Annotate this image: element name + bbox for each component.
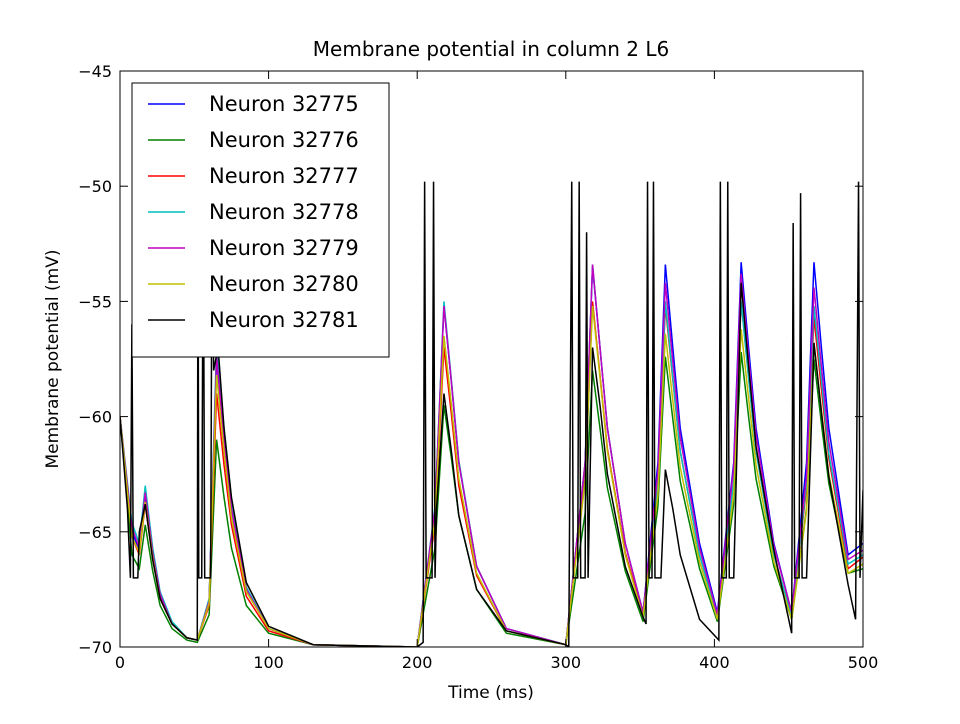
y-axis-label: Membrane potential (mV)	[43, 250, 63, 469]
axes: 0 100 200 300 400 500 −70 −65 −60 −55 −50 −45	[78, 62, 878, 672]
chart-title: Membrane potential in column 2 L6	[313, 37, 669, 61]
x-tick-label: 500	[848, 653, 879, 672]
x-tick-label: 200	[402, 653, 433, 672]
legend-label: Neuron 32778	[209, 200, 359, 224]
x-tick-label: 0	[115, 653, 125, 672]
y-tick-label: −60	[78, 408, 112, 427]
legend-box	[131, 82, 390, 358]
y-tick-label: −65	[78, 523, 112, 542]
plot-lines	[120, 181, 863, 647]
legend-label: Neuron 32775	[209, 92, 359, 116]
y-tick-label: −70	[78, 638, 112, 657]
x-tick-label: 300	[551, 653, 582, 672]
y-tick-label: −55	[78, 292, 112, 311]
x-tick-label: 400	[699, 653, 730, 672]
x-axis-label: Time (ms)	[447, 683, 534, 703]
legend-label: Neuron 32776	[209, 128, 359, 152]
legend: Neuron 32775 Neuron 32776 Neuron 32777 Neur…	[131, 82, 390, 358]
plot-frame	[119, 70, 864, 648]
series-line	[120, 352, 863, 647]
series-line	[120, 181, 863, 647]
y-tick-label: −50	[78, 177, 112, 196]
legend-label: Neuron 32781	[209, 308, 359, 332]
legend-label: Neuron 32780	[209, 272, 359, 296]
y-tick-label: −45	[78, 62, 112, 81]
legend-label: Neuron 32777	[209, 164, 359, 188]
legend-label: Neuron 32779	[209, 236, 359, 260]
x-tick-label: 100	[253, 653, 284, 672]
